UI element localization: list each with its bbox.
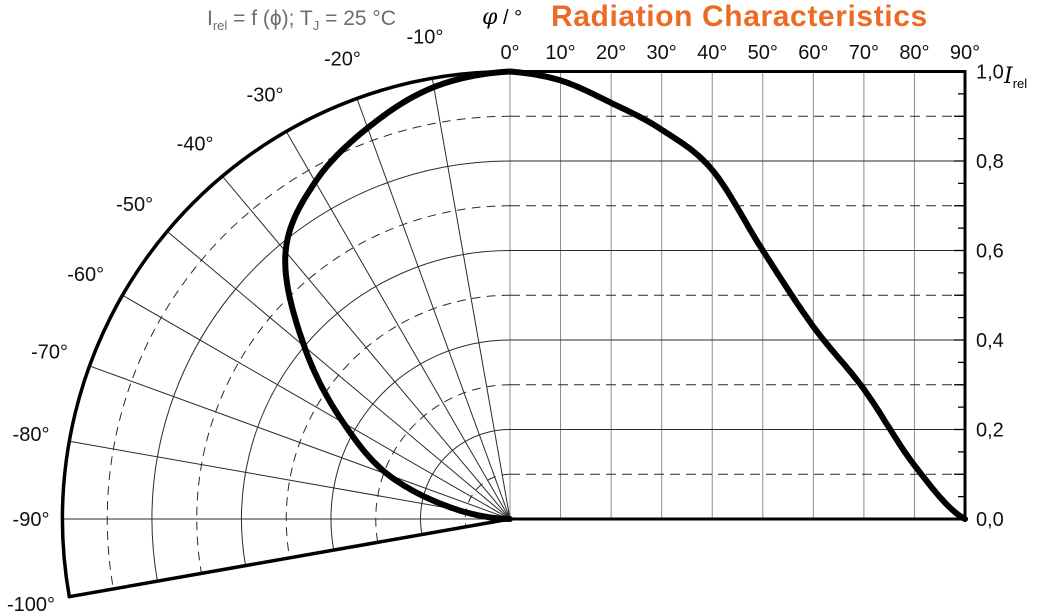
irel-subscript: rel [1012,76,1028,92]
irel-tick-label: 0,6 [976,241,1004,263]
polar-radial-line [89,365,511,520]
polar-angle-label: -80° [13,424,50,446]
polar-angle-label: -100° [7,594,55,614]
irel-tick-label: 0,4 [976,330,1004,352]
polar-angle-label: -90° [13,509,50,531]
polar-arc-dashed [464,473,511,528]
irel-axis-label: Irel [1004,64,1028,92]
polar-radial-line [431,78,511,520]
phi-tick-label: 50° [748,42,778,64]
polar-angle-label: -70° [31,341,68,363]
subtitle-mid-text: = f (ϕ); T [227,7,313,30]
phi-tick-label: 60° [798,42,828,64]
irel-symbol: I [1004,64,1013,89]
polar-angle-label: -20° [324,49,361,71]
phi-tick-label: 20° [596,42,626,64]
polar-radial-line [285,131,511,520]
irel-tick-label: 1,0 [976,62,1004,84]
subtitle-tj-subscript: J [312,18,320,34]
polar-minus100-boundary [68,517,511,599]
subtitle-tail-text: = 25 °C [319,7,396,30]
subtitle-i-subscript: rel [212,18,228,34]
phi-tick-label: 40° [697,42,727,64]
polar-angle-label: -40° [177,134,214,156]
radiation-curve [282,68,968,522]
irel-tick-label: 0,8 [976,151,1004,173]
phi-unit-suffix: / ° [497,7,523,29]
polar-radial-line [122,294,511,520]
polar-angle-label: -10° [406,26,443,48]
polar-radial-line [69,440,511,520]
chart-title: Radiation Characteristics [551,0,928,33]
polar-radial-line [166,230,511,520]
polar-arc-dashed [375,384,511,543]
phi-tick-label: 80° [899,42,929,64]
polar-angle-label: -60° [67,264,104,286]
polar-angle-label: -30° [247,85,284,107]
polar-radial-line [356,98,511,520]
subtitle-i-symbol: I [207,7,213,30]
phi-tick-label: 0° [500,42,519,64]
polar-outer-boundary-arc [60,69,512,599]
polar-angle-label: -50° [116,194,153,216]
polar-radial-line [221,175,511,520]
irel-tick-label: 0,2 [976,420,1004,442]
phi-tick-label: 30° [647,42,677,64]
phi-axis-label: φ / ° [482,5,522,30]
phi-tick-label: 70° [849,42,879,64]
phi-symbol: φ [482,5,498,30]
phi-tick-label: 10° [545,42,575,64]
chart-subtitle: Irel = f (ϕ); TJ = 25 °C [207,7,396,34]
phi-tick-label: 90° [950,42,980,64]
irel-tick-label: 0,0 [976,509,1004,531]
